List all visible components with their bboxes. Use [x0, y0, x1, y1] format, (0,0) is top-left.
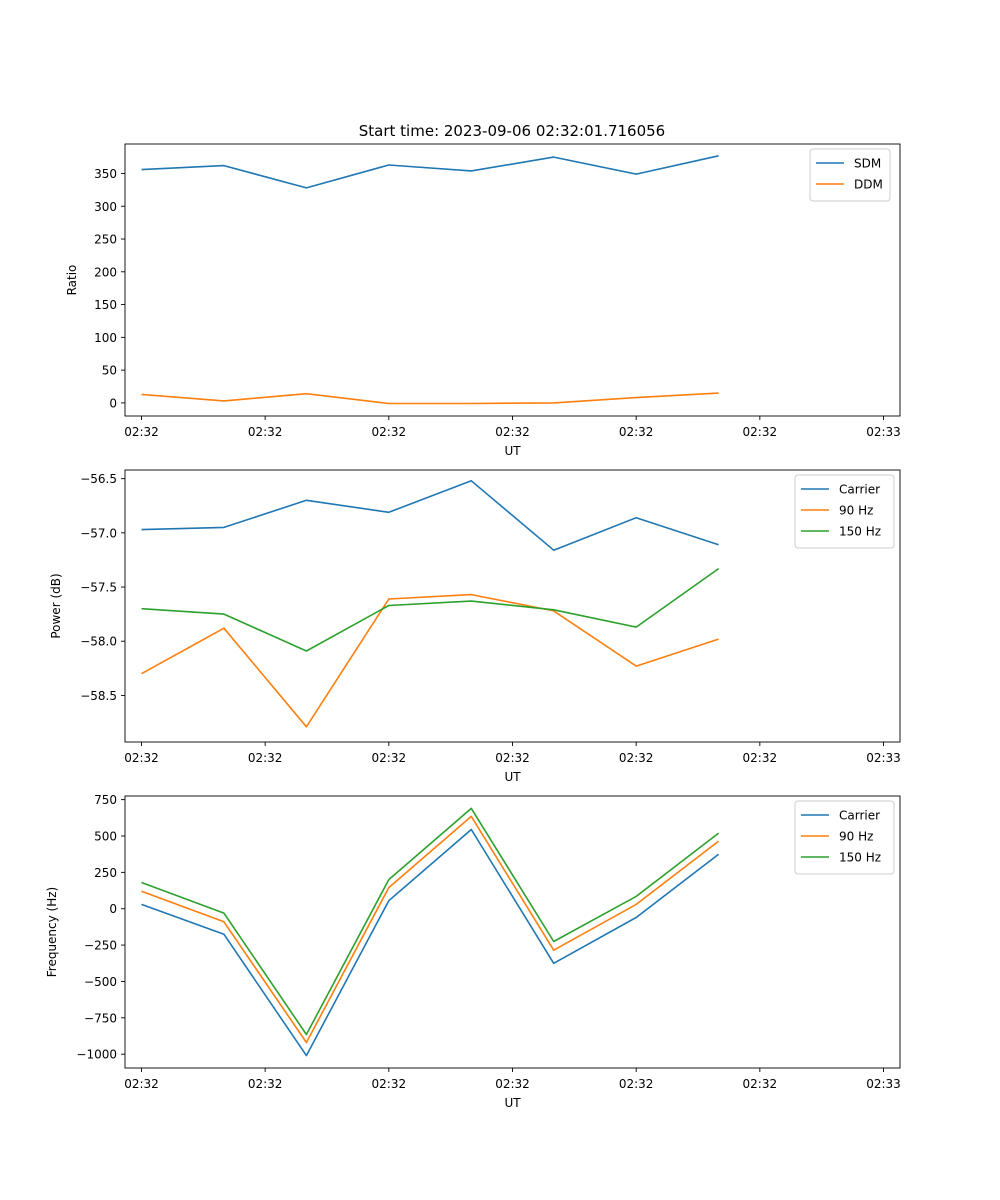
x-tick-label: 02:32 — [619, 1077, 654, 1091]
legend-label: 90 Hz — [839, 504, 873, 518]
axes-frame — [124, 469, 901, 743]
x-tick-label: 02:33 — [866, 1077, 901, 1091]
legend-label: Carrier — [839, 809, 880, 823]
x-axis-label: UT — [504, 1096, 521, 1110]
x-tick-label: 02:32 — [372, 751, 407, 765]
power-subplot: 02:32 02:32 02:32 02:32 02:32 02:32 02:33 −58.5… — [49, 469, 901, 784]
y-tick-label: −58.0 — [80, 635, 117, 649]
legend: SDM DDM — [809, 148, 891, 202]
x-tick-label: 02:32 — [248, 751, 283, 765]
series-line-sdm — [141, 155, 719, 189]
figure-title: Start time: 2023-09-06 02:32:01.716056 — [359, 122, 665, 140]
legend-box — [794, 800, 895, 875]
legend-label: 150 Hz — [839, 851, 881, 865]
y-tick-label: −57.5 — [80, 581, 117, 595]
y-tick-label: −250 — [84, 939, 117, 953]
y-tick-label: −1000 — [76, 1048, 117, 1062]
x-tick-label: 02:32 — [372, 425, 407, 439]
y-tick-label: −56.5 — [80, 472, 117, 486]
y-tick-label: 750 — [94, 793, 117, 807]
y-tick-label: −500 — [84, 975, 117, 989]
y-axis-label: Power (dB) — [49, 573, 63, 638]
y-tick-label: −57.0 — [80, 526, 117, 540]
legend-label: Carrier — [839, 483, 880, 497]
x-tick-label: 02:32 — [124, 1077, 159, 1091]
y-tick-label: −750 — [84, 1011, 117, 1025]
y-axis-label: Ratio — [65, 265, 79, 296]
legend-label: 150 Hz — [839, 525, 881, 539]
legend-label: SDM — [854, 157, 881, 171]
y-tick-label: 0 — [109, 902, 117, 916]
y-tick-label: 250 — [94, 866, 117, 880]
x-tick-label: 02:32 — [124, 751, 159, 765]
legend: Carrier 90 Hz 150 Hz — [794, 800, 895, 875]
y-tick-label: 200 — [94, 265, 117, 279]
series-line-carrier — [141, 479, 719, 552]
x-axis-label: UT — [504, 770, 521, 784]
legend-label: DDM — [854, 178, 883, 192]
series-line-90-hz — [141, 593, 719, 728]
x-tick-label: 02:32 — [372, 1077, 407, 1091]
axes-frame — [124, 143, 901, 417]
legend-label: 90 Hz — [839, 830, 873, 844]
x-tick-label: 02:32 — [743, 1077, 778, 1091]
y-tick-label: 50 — [102, 364, 117, 378]
series-line-90-hz — [141, 815, 720, 1044]
axes-frame — [124, 795, 901, 1069]
y-tick-label: 250 — [94, 233, 117, 247]
x-tick-label: 02:33 — [866, 425, 901, 439]
y-tick-label: 150 — [94, 298, 117, 312]
x-tick-label: 02:32 — [495, 1077, 530, 1091]
x-tick-label: 02:32 — [743, 751, 778, 765]
y-tick-label: −58.5 — [80, 689, 117, 703]
x-tick-label: 02:32 — [495, 425, 530, 439]
y-axis-label: Frequency (Hz) — [45, 887, 59, 978]
legend: Carrier 90 Hz 150 Hz — [794, 474, 895, 549]
series-line-150-hz — [141, 807, 720, 1036]
x-tick-label: 02:32 — [619, 425, 654, 439]
y-tick-label: 0 — [109, 396, 117, 410]
frequency-subplot: 02:32 02:32 02:32 02:32 02:32 02:32 02:33 −1000… — [45, 793, 901, 1110]
x-tick-label: 02:32 — [248, 1077, 283, 1091]
x-tick-label: 02:32 — [743, 425, 778, 439]
x-tick-label: 02:32 — [619, 751, 654, 765]
y-tick-label: 350 — [94, 167, 117, 181]
x-tick-label: 02:32 — [495, 751, 530, 765]
ratio-subplot: 02:32 02:32 02:32 02:32 02:32 02:32 02:33 0 50 10… — [65, 143, 901, 458]
series-line-carrier — [141, 828, 720, 1057]
x-tick-label: 02:33 — [866, 751, 901, 765]
x-axis-label: UT — [504, 444, 521, 458]
x-tick-label: 02:32 — [124, 425, 159, 439]
y-tick-label: 500 — [94, 830, 117, 844]
legend-box — [809, 148, 891, 202]
series-line-150-hz — [141, 567, 720, 652]
y-tick-label: 100 — [94, 331, 117, 345]
legend-box — [794, 474, 895, 549]
series-line-ddm — [141, 392, 719, 405]
x-tick-label: 02:32 — [248, 425, 283, 439]
y-tick-label: 300 — [94, 200, 117, 214]
